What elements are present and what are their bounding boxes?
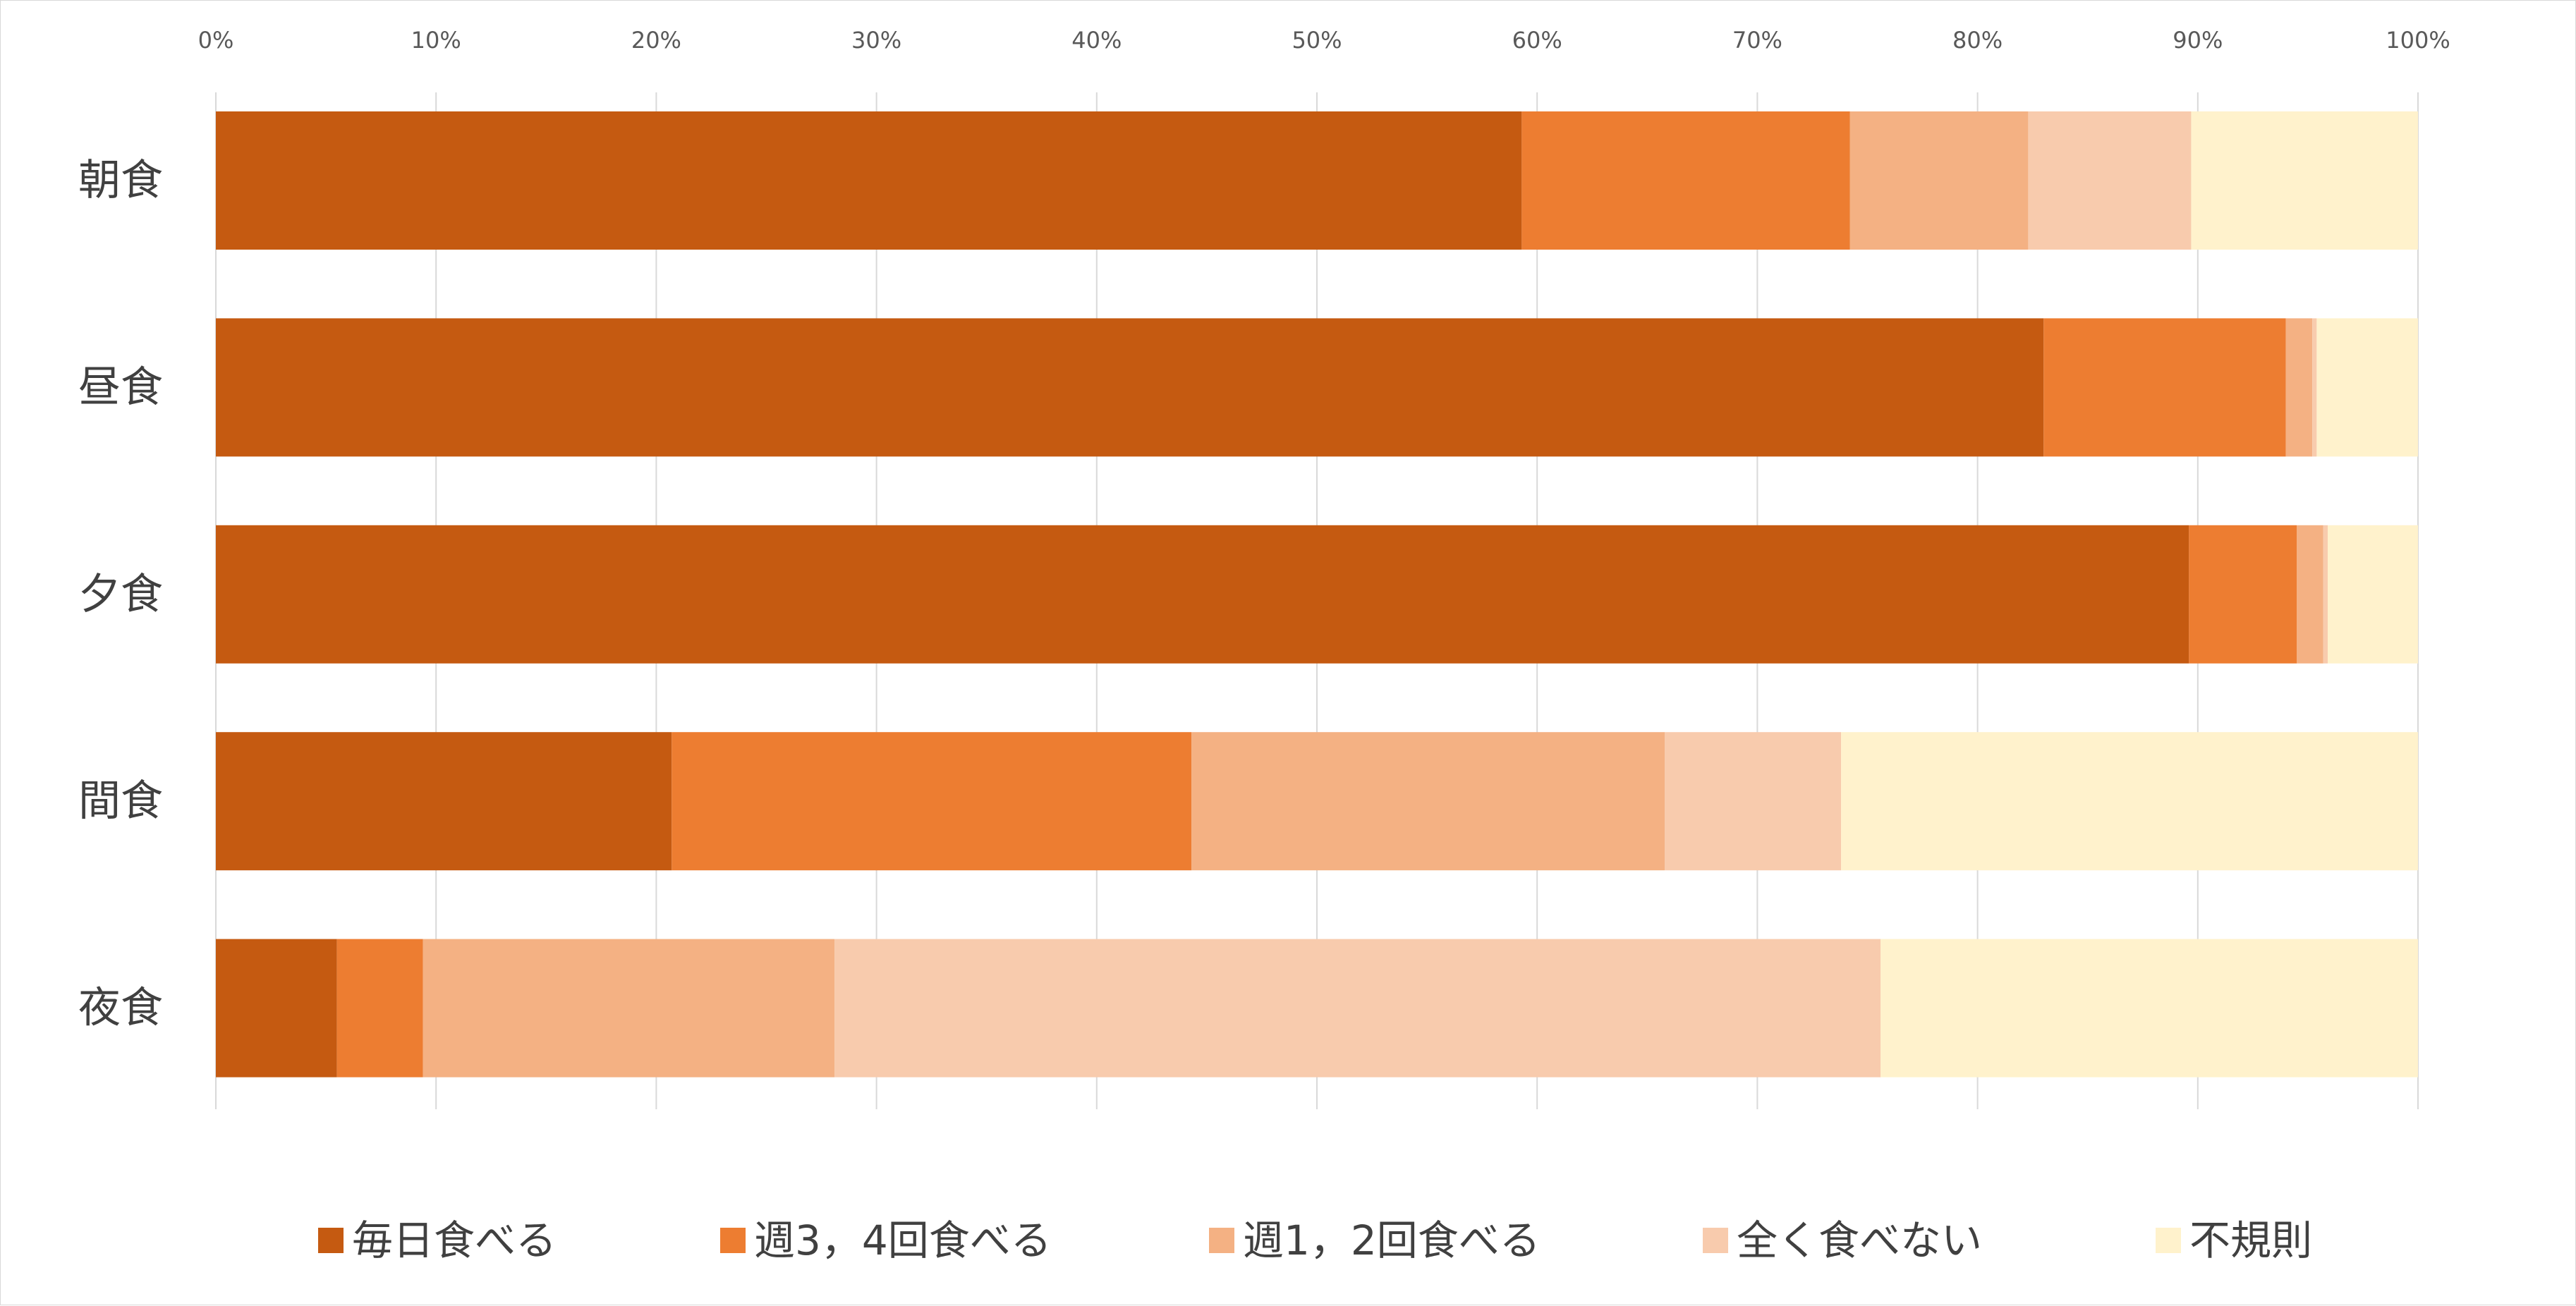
bar-segment-3	[2297, 525, 2323, 664]
bar-segment-3	[2285, 318, 2313, 457]
bar-segment-4	[834, 939, 1881, 1078]
x-tick-label: 10%	[411, 27, 461, 54]
legend-swatch	[318, 1228, 344, 1253]
x-tick-label: 100%	[2386, 27, 2450, 54]
x-tick-label: 60%	[1512, 27, 1562, 54]
bar-segment-2	[672, 732, 1192, 871]
bar-segment-1	[216, 525, 2189, 664]
legend-label: 全く食べない	[1737, 1216, 1982, 1264]
bar-segment-1	[216, 732, 672, 871]
bar-segment-3	[423, 939, 835, 1078]
legend-label: 不規則	[2189, 1216, 2312, 1264]
bar-segment-1	[216, 939, 337, 1078]
bar-segment-4	[2323, 525, 2328, 664]
bar-segment-5	[2191, 111, 2418, 250]
x-tick-label: 20%	[631, 27, 681, 54]
legend-label: 週1，2回食べる	[1243, 1216, 1541, 1264]
category-label: 昼食	[78, 362, 163, 412]
x-tick-label: 70%	[1732, 27, 1782, 54]
legend-swatch	[2156, 1228, 2181, 1253]
bar-segment-4	[1665, 732, 1842, 871]
bars	[216, 111, 2418, 1078]
legend-swatch	[1703, 1228, 1728, 1253]
bar-segment-4	[2028, 111, 2192, 250]
x-tick-label: 90%	[2173, 27, 2223, 54]
category-label: 夕食	[78, 570, 163, 619]
legend-label: 毎日食べる	[352, 1216, 557, 1264]
x-tick-label: 0%	[198, 27, 234, 54]
category-label: 朝食	[78, 156, 163, 205]
bar-segment-2	[1521, 111, 1850, 250]
bar-segment-1	[216, 318, 2044, 457]
bar-segment-5	[2327, 525, 2418, 664]
bar-segment-2	[2189, 525, 2297, 664]
category-label: 間食	[78, 776, 163, 826]
bar-segment-5	[1841, 732, 2418, 871]
bar-segment-4	[2312, 318, 2317, 457]
bar-segment-5	[1881, 939, 2418, 1078]
bar-segment-3	[1191, 732, 1665, 871]
x-tick-label: 30%	[851, 27, 901, 54]
x-tick-label: 80%	[1952, 27, 2003, 54]
bar-segment-1	[216, 111, 1522, 250]
x-axis-ticks: 0% 10% 20% 30% 40% 50% 60% 70% 80% 90% 100%	[198, 27, 2450, 54]
legend-label: 週3，4回食べる	[754, 1216, 1052, 1264]
bar-segment-3	[1849, 111, 2029, 250]
category-label: 夜食	[78, 984, 163, 1033]
bar-segment-5	[2316, 318, 2418, 457]
legend: 毎日食べる 週3，4回食べる 週1，2回食べる 全く食べない 不規則	[318, 1216, 2312, 1264]
legend-swatch	[1209, 1228, 1234, 1253]
x-tick-label: 40%	[1071, 27, 1122, 54]
x-tick-label: 50%	[1292, 27, 1342, 54]
bar-segment-2	[336, 939, 423, 1078]
legend-swatch	[720, 1228, 746, 1253]
bar-segment-2	[2043, 318, 2286, 457]
